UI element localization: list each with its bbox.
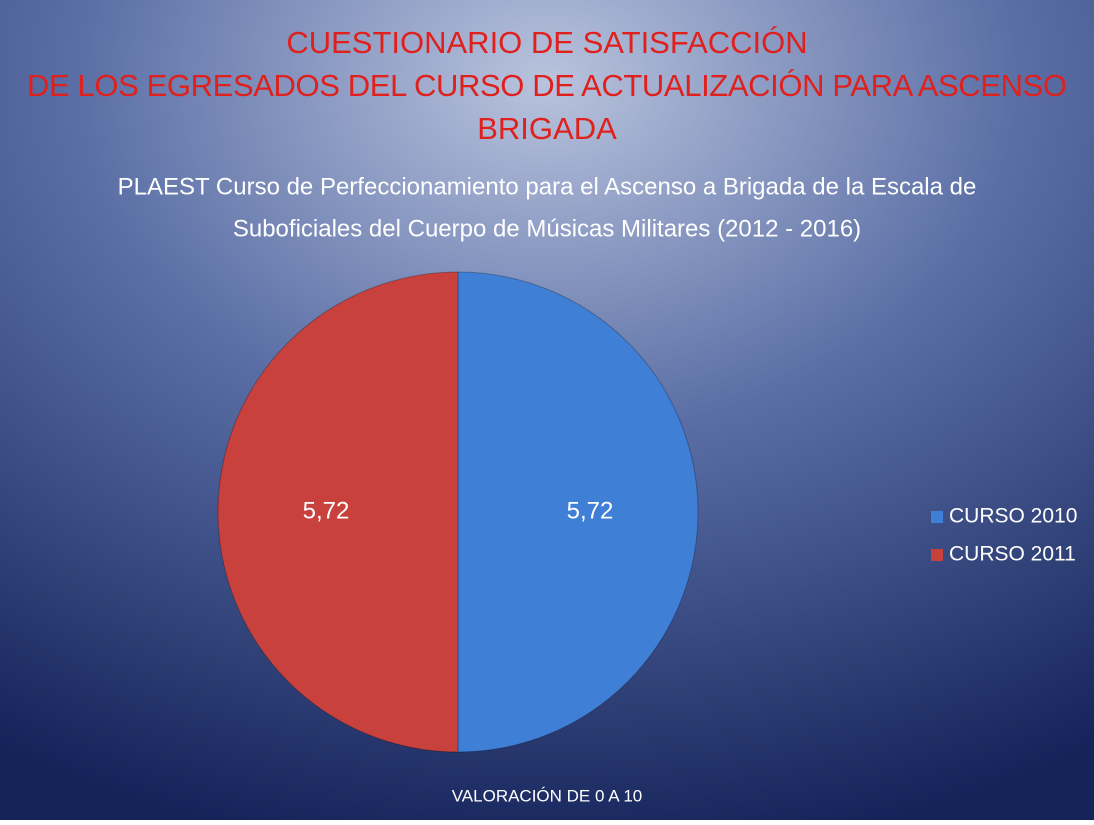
legend-swatch bbox=[931, 549, 943, 561]
legend-label: CURSO 2011 bbox=[949, 543, 1076, 566]
chart-title: BRIGADA bbox=[477, 111, 617, 146]
legend-label: CURSO 2010 bbox=[949, 505, 1077, 528]
chart-title: DE LOS EGRESADOS DEL CURSO DE ACTUALIZAC… bbox=[27, 68, 1067, 103]
x-axis-label: VALORACIÓN DE 0 A 10 bbox=[452, 786, 643, 805]
legend-swatch bbox=[931, 511, 943, 523]
data-label: 5,72 bbox=[567, 497, 614, 524]
chart-subtitle: Suboficiales del Cuerpo de Músicas Milit… bbox=[233, 215, 861, 242]
pie-slice bbox=[217, 271, 459, 753]
pie-slice bbox=[457, 271, 699, 753]
chart-subtitle: PLAEST Curso de Perfeccionamiento para e… bbox=[118, 173, 977, 200]
data-label: 5,72 bbox=[303, 497, 350, 524]
chart-title: CUESTIONARIO DE SATISFACCIÓN bbox=[286, 25, 807, 60]
